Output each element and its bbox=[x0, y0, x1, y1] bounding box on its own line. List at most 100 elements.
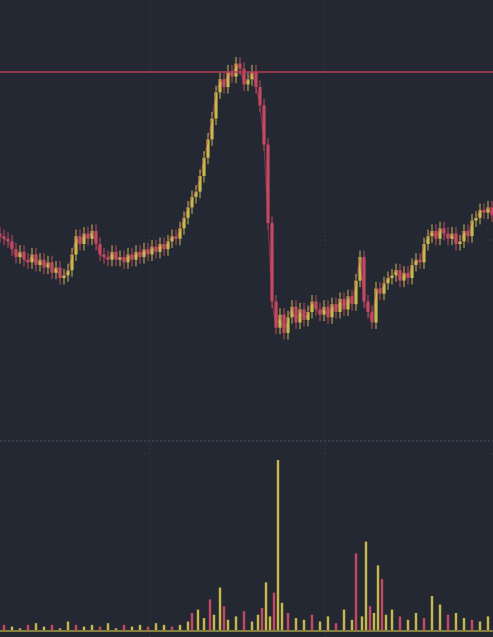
candle-body bbox=[402, 272, 406, 281]
volume-bar bbox=[360, 616, 364, 630]
candle-body bbox=[18, 251, 22, 258]
volume-bar bbox=[414, 613, 418, 630]
candle-body bbox=[346, 296, 350, 310]
candle-body bbox=[154, 246, 158, 252]
candle-body bbox=[298, 309, 302, 323]
volume-bar bbox=[470, 619, 474, 630]
candle-body bbox=[102, 254, 106, 258]
candle-body bbox=[46, 262, 50, 268]
volume-bar bbox=[380, 579, 384, 630]
candle-body bbox=[330, 304, 334, 318]
volume-bar bbox=[18, 628, 22, 630]
volume-bar bbox=[264, 582, 268, 630]
candle-body bbox=[226, 71, 230, 88]
volume-bar bbox=[26, 624, 30, 630]
candle-body bbox=[38, 259, 42, 265]
candle-body bbox=[434, 230, 438, 239]
volume-bar bbox=[226, 619, 230, 630]
candle-body bbox=[98, 244, 102, 255]
candle-body bbox=[274, 301, 278, 328]
volume-bar bbox=[90, 624, 94, 630]
candle-body bbox=[262, 105, 266, 145]
candle-body bbox=[22, 251, 26, 260]
candle-body bbox=[310, 301, 314, 312]
volume-bar bbox=[398, 616, 402, 630]
candle-body bbox=[34, 254, 38, 265]
candle-body bbox=[178, 228, 182, 239]
volume-bar bbox=[218, 587, 222, 630]
candle-body bbox=[130, 254, 134, 260]
candle-body bbox=[306, 312, 310, 320]
volume-bar bbox=[454, 613, 458, 630]
volume-bar bbox=[294, 618, 298, 630]
volume-bar bbox=[430, 596, 434, 630]
candle-body bbox=[30, 254, 34, 263]
candle-body bbox=[386, 278, 390, 284]
volume-bar bbox=[154, 623, 158, 630]
candle-body bbox=[454, 233, 458, 244]
volume-bar bbox=[462, 618, 466, 630]
volume-bar bbox=[162, 624, 166, 630]
volume-bar bbox=[98, 626, 102, 630]
candle-body bbox=[406, 272, 410, 278]
candle-body bbox=[114, 251, 118, 260]
volume-bar bbox=[82, 626, 86, 630]
candle-body bbox=[318, 309, 322, 315]
volume-bar bbox=[390, 609, 394, 630]
candle-body bbox=[282, 314, 286, 333]
candle-body bbox=[250, 71, 254, 80]
volume-bar bbox=[422, 618, 426, 630]
candle-body bbox=[470, 220, 474, 237]
volume-bar bbox=[202, 618, 206, 630]
volume-bar bbox=[384, 614, 388, 630]
candle-body bbox=[218, 79, 222, 93]
candle-body bbox=[370, 312, 374, 323]
volume-bar bbox=[364, 541, 368, 630]
volume-bar bbox=[10, 626, 14, 630]
candle-body bbox=[206, 139, 210, 158]
candle-body bbox=[0, 233, 2, 237]
candle-body bbox=[362, 257, 366, 302]
candle-body bbox=[234, 63, 238, 77]
candle-body bbox=[358, 257, 362, 281]
candle-body bbox=[478, 210, 482, 218]
candle-body bbox=[458, 241, 462, 244]
candle-body bbox=[334, 304, 338, 312]
candle-body bbox=[138, 251, 142, 258]
candle-body bbox=[474, 217, 478, 221]
candle-body bbox=[66, 270, 70, 276]
candle-body bbox=[482, 210, 486, 213]
volume-bar bbox=[280, 602, 284, 630]
candle-body bbox=[430, 230, 434, 237]
volume-bar bbox=[446, 614, 450, 630]
volume-bar bbox=[334, 623, 338, 630]
volume-bar bbox=[260, 607, 264, 630]
candle-body bbox=[242, 68, 246, 85]
candle-body bbox=[134, 251, 138, 260]
volume-pane bbox=[0, 460, 493, 632]
candle-body bbox=[146, 249, 150, 255]
candle-body bbox=[122, 257, 126, 263]
candle-body bbox=[126, 254, 130, 263]
candle-body bbox=[278, 314, 282, 328]
candle-body bbox=[222, 79, 226, 88]
volume-bar bbox=[302, 619, 306, 630]
volume-bar bbox=[354, 553, 358, 630]
candle-body bbox=[210, 118, 214, 140]
volume-bar bbox=[372, 613, 376, 630]
candle-body bbox=[286, 317, 290, 333]
candle-body bbox=[414, 259, 418, 265]
candle-body bbox=[238, 63, 242, 69]
volume-bar bbox=[222, 606, 226, 630]
volume-bar bbox=[122, 624, 126, 630]
candle-body bbox=[254, 71, 258, 88]
volume-bar bbox=[368, 606, 372, 630]
candle-body bbox=[398, 270, 402, 281]
volume-bar bbox=[242, 611, 246, 630]
candle-body bbox=[366, 301, 370, 312]
candle-body bbox=[110, 251, 114, 260]
candle-body bbox=[266, 144, 270, 224]
candle-body bbox=[490, 207, 493, 216]
candle-body bbox=[10, 241, 14, 250]
volume-bar bbox=[342, 609, 346, 630]
